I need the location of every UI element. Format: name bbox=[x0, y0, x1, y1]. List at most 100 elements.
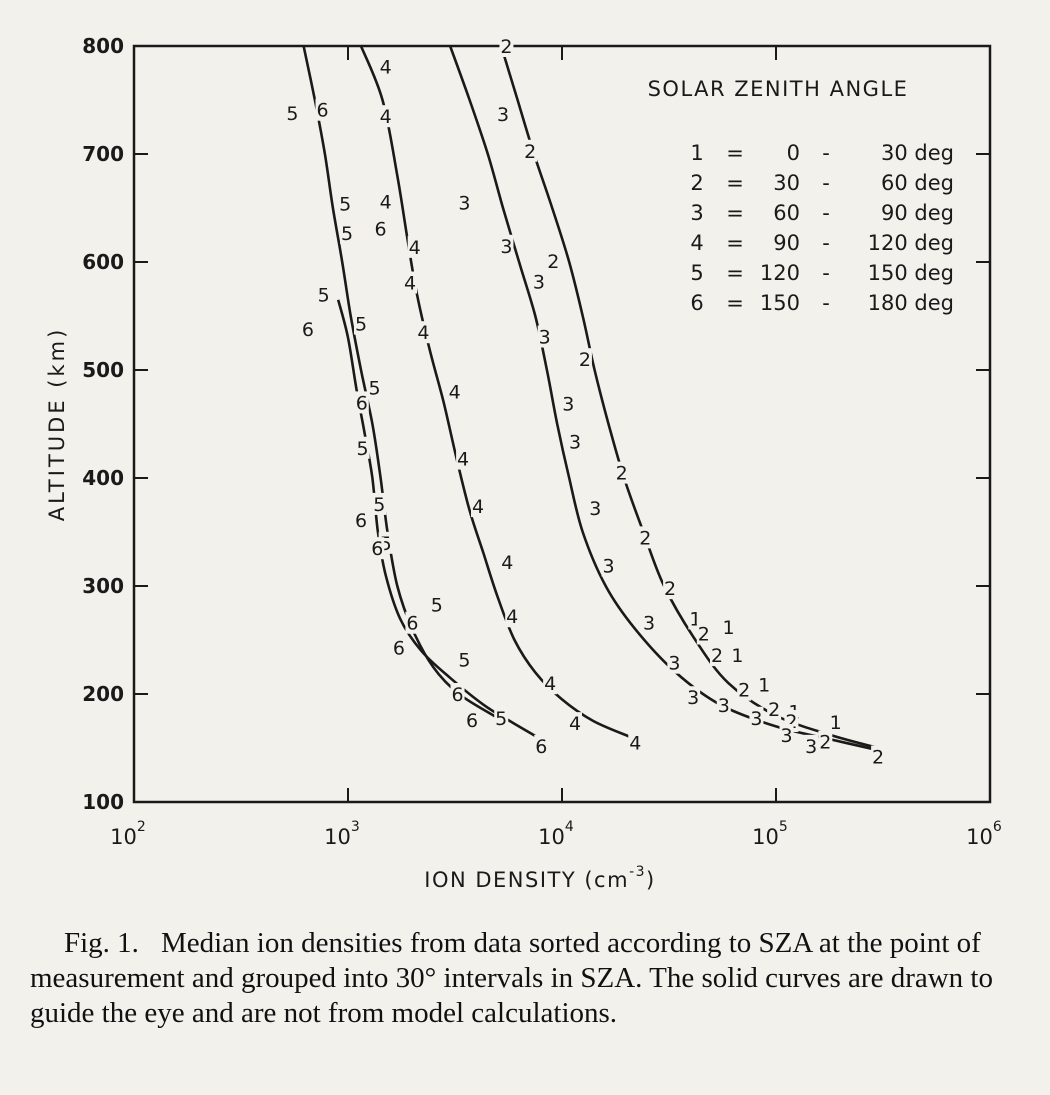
data-point-label-mask bbox=[416, 321, 431, 344]
data-point-label-mask bbox=[370, 537, 385, 560]
legend-range-dash: - bbox=[822, 291, 830, 315]
data-point-label: 4 bbox=[380, 57, 392, 79]
data-point-label: 3 bbox=[569, 431, 581, 453]
data-point-label-mask bbox=[465, 708, 480, 731]
data-point-label-mask bbox=[686, 686, 701, 709]
data-point-label-mask bbox=[721, 616, 736, 639]
data-point-label-mask bbox=[353, 509, 368, 532]
data-point-label-mask bbox=[546, 249, 561, 272]
data-point-label: 4 bbox=[472, 496, 484, 518]
data-point-label: 4 bbox=[417, 322, 429, 344]
data-point-label: 2 bbox=[500, 36, 512, 58]
data-point-label-mask bbox=[391, 636, 406, 659]
data-point-label: 2 bbox=[711, 645, 723, 667]
data-point-label-mask bbox=[500, 551, 515, 574]
data-point-label-mask bbox=[667, 651, 682, 674]
data-point-labels: 2323323323323232333121212133212332124444… bbox=[285, 35, 886, 769]
data-point-label: 2 bbox=[819, 732, 831, 754]
data-point-label-mask bbox=[372, 492, 387, 515]
data-point-label: 3 bbox=[780, 725, 792, 747]
data-point-label-mask bbox=[338, 192, 353, 215]
x-tick-label: 104 bbox=[538, 819, 574, 849]
x-tick-label-base: 10 bbox=[538, 825, 565, 849]
data-point-label: 3 bbox=[458, 193, 470, 215]
data-point-label: 5 bbox=[341, 223, 353, 245]
y-tick-label: 200 bbox=[82, 682, 124, 706]
x-tick-label-exponent: 5 bbox=[779, 819, 788, 835]
data-point-label-mask bbox=[378, 190, 393, 213]
data-point-label-mask bbox=[405, 611, 420, 634]
data-point-label-mask bbox=[499, 35, 514, 57]
data-point-label: 5 bbox=[318, 284, 330, 306]
legend-equals: = bbox=[726, 291, 744, 315]
x-axis-label-exponent: -3 bbox=[629, 864, 646, 880]
data-point-label-mask bbox=[730, 644, 745, 667]
data-point-label: 4 bbox=[380, 192, 392, 214]
data-point-label-mask bbox=[818, 730, 833, 753]
y-tick-label: 700 bbox=[82, 142, 124, 166]
data-point-label: 5 bbox=[357, 438, 369, 460]
data-point-label: 5 bbox=[495, 708, 507, 730]
data-point-label-mask bbox=[567, 430, 582, 453]
data-point-label: 6 bbox=[451, 684, 463, 706]
data-point-label: 5 bbox=[339, 194, 351, 216]
x-tick-label: 106 bbox=[966, 819, 1002, 849]
plot-frame bbox=[132, 44, 992, 804]
data-point-label-mask bbox=[601, 554, 616, 577]
legend-title: SOLAR ZENITH ANGLE bbox=[648, 77, 909, 101]
data-point-label: 4 bbox=[544, 673, 556, 695]
figure-caption: Fig. 1. Median ion densities from data so… bbox=[30, 926, 1040, 1031]
legend-key: 4 bbox=[690, 231, 703, 255]
data-point-label: 5 bbox=[431, 594, 443, 616]
data-point-label-mask bbox=[494, 706, 509, 729]
data-point-label: 4 bbox=[569, 713, 581, 735]
data-point-label: 3 bbox=[497, 104, 509, 126]
legend-equals: = bbox=[726, 261, 744, 285]
axis-ticks bbox=[133, 45, 991, 803]
data-point-label: 2 bbox=[579, 349, 591, 371]
data-point-label-mask bbox=[757, 673, 772, 696]
legend-range-low: 30 bbox=[773, 171, 800, 195]
x-tick-label: 105 bbox=[752, 819, 788, 849]
data-point-label-mask bbox=[779, 724, 794, 747]
y-tick-label: 800 bbox=[82, 34, 124, 58]
data-point-label-mask bbox=[316, 283, 331, 306]
x-tick-label-base: 10 bbox=[752, 825, 779, 849]
data-point-label-mask bbox=[588, 497, 603, 520]
data-point-label: 2 bbox=[664, 578, 676, 600]
data-point-label: 6 bbox=[356, 392, 368, 414]
figure-caption-text: Median ion densities from data sorted ac… bbox=[30, 927, 993, 1029]
data-point-label: 6 bbox=[406, 613, 418, 635]
legend-range-high: 180 deg bbox=[868, 291, 954, 315]
data-point-label-mask bbox=[456, 447, 471, 470]
y-axis-label: ALTITUDE (km) bbox=[45, 327, 69, 522]
legend-range-low: 120 bbox=[760, 261, 800, 285]
y-tick-label: 300 bbox=[82, 574, 124, 598]
legend-equals: = bbox=[726, 141, 744, 165]
data-point-label: 4 bbox=[629, 733, 641, 755]
data-point-label: 6 bbox=[375, 219, 387, 241]
y-tick-label: 600 bbox=[82, 250, 124, 274]
y-tick-label: 400 bbox=[82, 466, 124, 490]
data-point-label: 4 bbox=[404, 273, 416, 295]
data-point-label-mask bbox=[614, 461, 629, 484]
legend-key: 2 bbox=[690, 171, 703, 195]
legend-key: 1 bbox=[690, 141, 703, 165]
data-point-label: 5 bbox=[458, 649, 470, 671]
data-point-label: 3 bbox=[805, 736, 817, 758]
data-point-label-mask bbox=[378, 55, 393, 78]
data-point-label: 3 bbox=[643, 613, 655, 635]
data-point-label-mask bbox=[354, 391, 369, 414]
data-point-label-mask bbox=[300, 317, 315, 340]
data-point-label-mask bbox=[403, 271, 418, 294]
data-point-label-mask bbox=[340, 221, 355, 244]
data-point-label: 3 bbox=[562, 393, 574, 415]
data-point-label: 5 bbox=[373, 494, 385, 516]
data-point-label: 5 bbox=[286, 103, 298, 125]
x-tick-label-exponent: 4 bbox=[565, 819, 574, 835]
data-point-label-mask bbox=[450, 683, 465, 705]
series-curve bbox=[499, 45, 879, 750]
data-point-label: 3 bbox=[539, 327, 551, 349]
data-point-label: 3 bbox=[500, 236, 512, 258]
